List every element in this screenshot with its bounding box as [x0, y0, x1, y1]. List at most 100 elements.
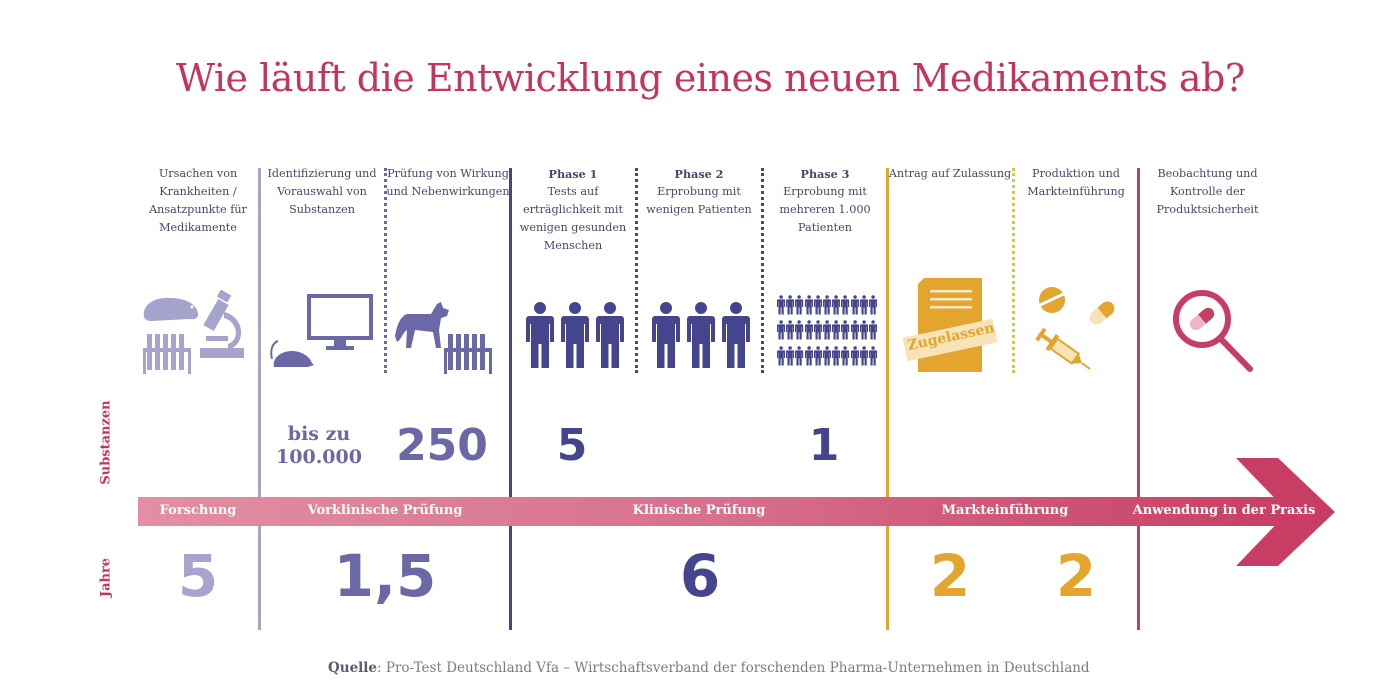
person-icon: [722, 302, 750, 368]
person-icon: [786, 320, 795, 340]
divider-dotted-phase2: [635, 168, 638, 373]
column-description: Identifizierung und Vorauswahl von Subst…: [267, 167, 377, 216]
years-clinical: 6: [679, 542, 721, 610]
substances-preclinical-value: 100.000: [276, 446, 362, 468]
column-text-production: Produktion und Markteinführung: [1014, 165, 1138, 201]
microscope-icon: [200, 290, 244, 358]
column-description: Ursachen von Krankheiten / Ansatzpunkte …: [149, 167, 247, 234]
approval-document-icon: [902, 278, 998, 372]
source-note: Quelle: Pro-Test Deutschland Vfa – Wirts…: [328, 660, 1090, 676]
column-text-application: Antrag auf Zulassung: [888, 165, 1012, 183]
test-tubes-icon: [143, 334, 191, 374]
column-description: Beobachtung und Kontrolle der Produktsic…: [1156, 167, 1259, 216]
person-icon: [526, 302, 554, 368]
crowd-row: [777, 320, 878, 340]
dog-icon: [395, 302, 449, 348]
phase2-persons: [652, 302, 752, 372]
divider-dotted-production: [1012, 168, 1015, 373]
phase-heading: Phase 1: [548, 167, 598, 181]
person-icon: [850, 346, 859, 366]
divider-practice: [1137, 168, 1140, 630]
magnifier-capsule-icon: [1173, 290, 1253, 372]
person-icon: [652, 302, 680, 368]
crowd-row: [777, 295, 878, 315]
divider-clinical: [509, 168, 512, 630]
page-title: Wie läuft die Entwicklung eines neuen Me…: [176, 56, 1245, 100]
person-icon: [822, 320, 832, 340]
substances-phase1-value: 5: [556, 420, 588, 471]
row-label-substances: Substanzen: [98, 400, 114, 485]
person-icon: [813, 295, 822, 315]
years-preclinical: 1,5: [333, 542, 437, 610]
column-description: Prüfung von Wirkung und Nebenwirkungen: [386, 167, 510, 198]
person-icon: [596, 302, 624, 368]
column-description: Produktion und Markteinführung: [1027, 167, 1125, 198]
person-icon: [687, 302, 715, 368]
years-market-production: 2: [1055, 542, 1097, 610]
person-icon: [859, 346, 868, 366]
column-description: Erprobung mit mehreren 1.000 Patienten: [779, 185, 871, 234]
rat-icon: [270, 340, 314, 367]
column-text-monitoring: Beobachtung und Kontrolle der Produktsic…: [1140, 165, 1275, 219]
computer-monitor-icon: [307, 294, 373, 350]
row-label-years: Jahre: [98, 557, 114, 598]
stage-label-market: Markteinführung: [941, 503, 1069, 518]
phase-heading: Phase 3: [800, 167, 850, 181]
person-icon: [804, 320, 813, 340]
person-icon: [804, 346, 813, 366]
substances-phase3-value: 1: [808, 420, 840, 471]
person-icon: [777, 320, 786, 340]
person-icon: [832, 320, 841, 340]
person-icon: [786, 295, 795, 315]
person-icon: [786, 346, 795, 366]
years-research: 5: [177, 542, 219, 610]
column-text-research: Ursachen von Krankheiten / Ansatzpunkte …: [136, 165, 260, 237]
person-icon: [795, 320, 804, 340]
person-icon: [841, 295, 850, 315]
column-text-testing: Prüfung von Wirkung und Nebenwirkungen: [386, 165, 510, 201]
column-description: Tests auf erträglichkeit mit wenigen ges…: [519, 185, 627, 252]
person-icon: [813, 346, 822, 366]
phase-heading: Phase 2: [674, 167, 724, 181]
person-icon: [822, 295, 832, 315]
hamster-icon: [143, 297, 199, 321]
column-text-phase2: Phase 2 Erprobung mit wenigen Patienten: [637, 165, 761, 219]
person-icon: [813, 320, 822, 340]
person-icon: [850, 320, 859, 340]
person-icon: [841, 346, 850, 366]
test-tubes-icon: [444, 334, 492, 374]
stage-label-practice: Anwendung in der Praxis: [1132, 503, 1316, 518]
person-icon: [832, 295, 841, 315]
stage-label-research: Forschung: [159, 503, 237, 518]
person-icon: [832, 346, 841, 366]
person-icon: [859, 320, 868, 340]
stage-label-clinical: Klinische Prüfung: [632, 503, 766, 518]
person-icon: [822, 346, 832, 366]
person-icon: [777, 295, 786, 315]
capsule-icon: [1089, 301, 1115, 325]
person-icon: [850, 295, 859, 315]
person-icon: [795, 295, 804, 315]
column-description: Antrag auf Zulassung: [888, 167, 1012, 180]
person-icon: [868, 295, 878, 315]
substances-preclinical-prefix: bis zu: [287, 423, 351, 445]
person-icon: [868, 320, 878, 340]
divider-dotted-preclinical: [384, 168, 387, 373]
person-icon: [859, 295, 868, 315]
years-market-application: 2: [929, 542, 971, 610]
divider-research: [258, 168, 261, 630]
column-text-phase1: Phase 1 Tests auf erträglichkeit mit weni…: [511, 165, 635, 255]
syringe-icon: [1035, 327, 1091, 370]
stage-label-preclinical: Vorklinische Prüfung: [307, 503, 463, 518]
source-text: : Pro-Test Deutschland Vfa – Wirtschafts…: [377, 660, 1090, 676]
pill-icon: [1039, 287, 1065, 313]
timeline-arrow: [138, 458, 1335, 566]
source-label: Quelle: [328, 660, 378, 676]
person-icon: [841, 320, 850, 340]
crowd-row: [777, 346, 878, 366]
person-icon: [804, 295, 813, 315]
person-icon: [777, 346, 786, 366]
divider-market: [886, 168, 889, 630]
person-icon: [561, 302, 589, 368]
column-description: Erprobung mit wenigen Patienten: [646, 185, 752, 216]
